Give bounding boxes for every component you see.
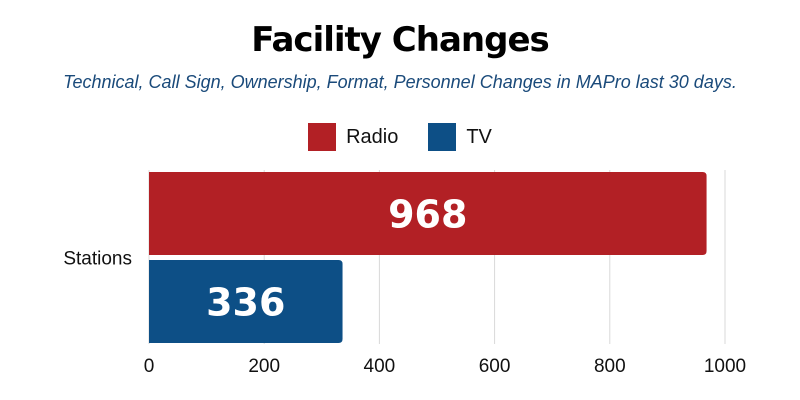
legend-swatch-tv [428, 123, 457, 151]
legend-label-tv: TV [466, 125, 492, 148]
chart-legend: Radio TV [0, 123, 800, 151]
chart-subtitle: Technical, Call Sign, Ownership, Format,… [63, 72, 737, 92]
legend-item-radio: Radio [308, 123, 398, 151]
data-label-radio: 968 [388, 193, 467, 237]
chart-title: Facility Changes [251, 20, 550, 60]
data-label-tv: 336 [206, 281, 285, 325]
bar-radio [149, 172, 707, 255]
x-tick-label-1000: 1000 [704, 356, 746, 377]
x-tick-label-0: 0 [144, 356, 155, 377]
x-tick-label-800: 800 [594, 356, 626, 377]
bar-tv [149, 260, 343, 343]
legend-label-radio: Radio [346, 125, 399, 148]
x-tick-label-600: 600 [479, 356, 511, 377]
x-tick-label-200: 200 [248, 356, 280, 377]
legend-item-tv: TV [428, 123, 492, 151]
x-tick-label-400: 400 [364, 356, 396, 377]
category-label-stations: Stations [63, 249, 132, 270]
legend-swatch-radio [308, 123, 337, 151]
